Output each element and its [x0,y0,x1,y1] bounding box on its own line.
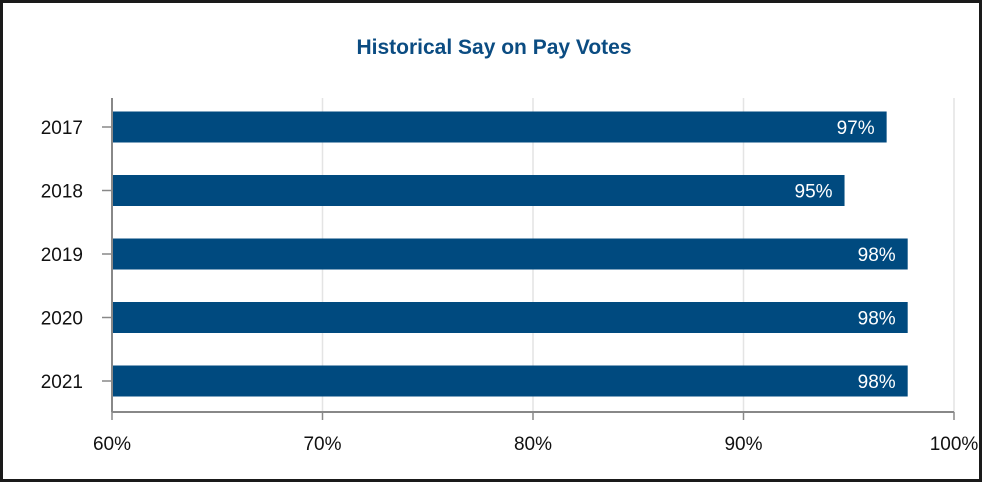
bar-2018 [112,175,845,206]
x-tick-label-60: 60% [93,434,131,455]
x-tick-label-70: 70% [303,434,341,455]
bar-2021 [112,365,908,397]
category-label-2020: 2020 [41,309,83,330]
data-label-2019: 98% [858,245,896,266]
bar-chart: Historical Say on Pay Votes 97% 95% 98% 98%… [41,36,979,455]
data-label-2020: 98% [858,309,896,330]
x-tick-label-100: 100% [930,434,979,455]
data-label-2021: 98% [858,372,896,393]
category-label-2021: 2021 [41,372,83,393]
bar-2020 [112,302,908,333]
bar-2019 [112,238,908,270]
tick-labels: 2017 2018 2019 2020 2021 60% 70% 80% 90% 100% [41,118,979,455]
data-label-2018: 95% [795,182,833,203]
bars: 97% 95% 98% 98% 98% [112,111,908,397]
category-label-2017: 2017 [41,118,83,139]
category-label-2018: 2018 [41,182,83,203]
x-tick-label-90: 90% [724,434,762,455]
chart-title: Historical Say on Pay Votes [356,36,631,59]
data-label-2017: 97% [837,118,875,139]
x-tick-label-80: 80% [514,434,552,455]
category-label-2019: 2019 [41,245,83,266]
axes [102,98,955,420]
bar-2017 [112,111,887,143]
